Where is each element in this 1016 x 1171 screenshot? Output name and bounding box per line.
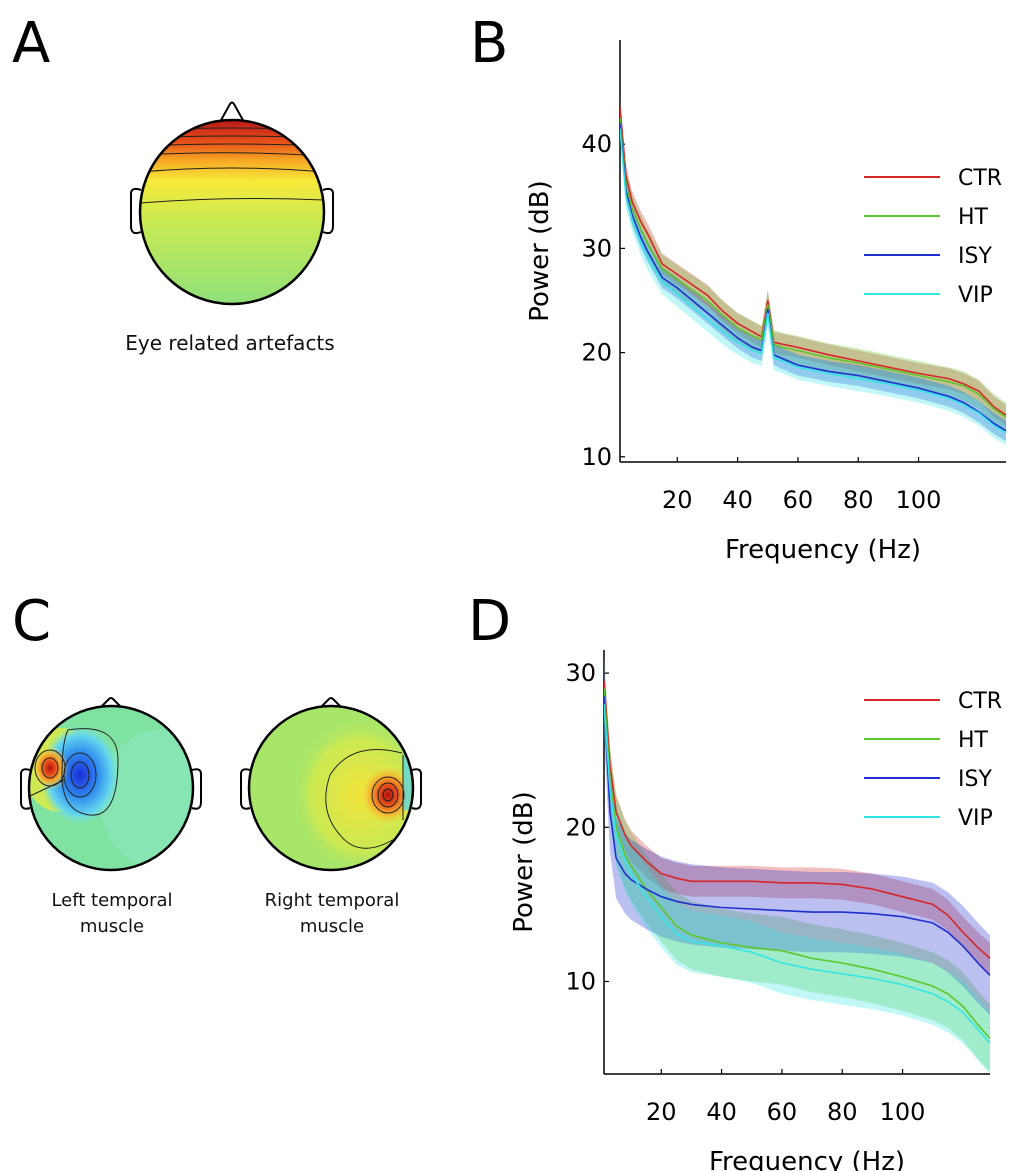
x-tick-label: 20 <box>646 1098 677 1126</box>
series-line-ht <box>604 688 991 1040</box>
x-tick-label: 80 <box>843 486 874 514</box>
y-tick-label: 30 <box>581 234 612 262</box>
legend-label-vip: VIP <box>958 283 993 308</box>
y-tick-label: 20 <box>565 813 596 841</box>
series-line-isy <box>604 696 991 976</box>
panel-letter-d: D <box>468 589 511 654</box>
topomap-left-temporal <box>19 697 203 872</box>
x-tick-label: 40 <box>706 1098 737 1126</box>
chart-b: 10 20 30 40 20 40 60 80 100 Frequency (Hz) Power (… <box>525 40 1007 565</box>
topomap-eye <box>129 101 335 306</box>
y-tick-label: 40 <box>581 130 612 158</box>
series-line-ctr <box>604 680 991 959</box>
plot-area <box>604 654 991 1074</box>
band-ht <box>604 654 990 1073</box>
legend-label-ctr: CTR <box>958 166 1002 191</box>
y-axis-label: Power (dB) <box>525 180 555 322</box>
x-tick-label: 80 <box>827 1098 858 1126</box>
panel-letter-c: C <box>12 589 51 654</box>
legend-label-ht: HT <box>958 205 989 230</box>
caption-right-temporal-2: muscle <box>300 916 364 937</box>
x-axis-label: Frequency (Hz) <box>709 1147 905 1171</box>
plot-area <box>620 97 1007 446</box>
x-tick-label: 100 <box>896 486 942 514</box>
legend-label-ht: HT <box>958 728 989 753</box>
chart-d: 10 20 30 20 40 60 80 100 Frequency (Hz) Power (dB… <box>509 650 1002 1171</box>
y-tick-label: 30 <box>565 659 596 687</box>
panel-letter-b: B <box>470 11 508 76</box>
panel-letter-a: A <box>12 11 50 76</box>
x-tick-label: 40 <box>722 486 753 514</box>
x-tick-label: 60 <box>783 486 814 514</box>
caption-right-temporal-1: Right temporal <box>265 890 400 911</box>
series-line-vip <box>604 703 991 1044</box>
band-isy <box>604 656 990 1016</box>
band-ht <box>620 103 1006 432</box>
caption-eye: Eye related artefacts <box>125 331 334 355</box>
nose-shape <box>219 101 245 123</box>
scalp-fill <box>140 120 324 304</box>
x-axis-label: Frequency (Hz) <box>725 535 921 565</box>
band-ctr <box>604 665 990 974</box>
scalp-outline <box>138 118 326 306</box>
left-ear-shape <box>129 187 142 235</box>
y-tick-label: 10 <box>565 967 596 995</box>
x-tick-label: 100 <box>880 1098 926 1126</box>
right-ear-shape <box>322 187 335 235</box>
y-axis-label: Power (dB) <box>509 791 539 933</box>
legend-label-ctr: CTR <box>958 689 1002 714</box>
legend-label-isy: ISY <box>958 244 992 269</box>
x-tick-label: 60 <box>767 1098 798 1126</box>
band-isy <box>620 112 1006 442</box>
series-line-ht <box>620 118 1007 418</box>
band-ctr <box>620 97 1006 426</box>
caption-left-temporal-1: Left temporal <box>51 890 172 911</box>
y-tick-label: 20 <box>581 339 612 367</box>
legend-label-isy: ISY <box>958 767 992 792</box>
topomap-right-temporal <box>239 697 423 872</box>
caption-left-temporal-2: muscle <box>80 916 144 937</box>
x-tick-label: 20 <box>662 486 693 514</box>
series-line-vip <box>620 128 1007 434</box>
band-vip <box>620 116 1006 446</box>
y-tick-label: 10 <box>581 443 612 471</box>
legend-label-vip: VIP <box>958 806 993 831</box>
